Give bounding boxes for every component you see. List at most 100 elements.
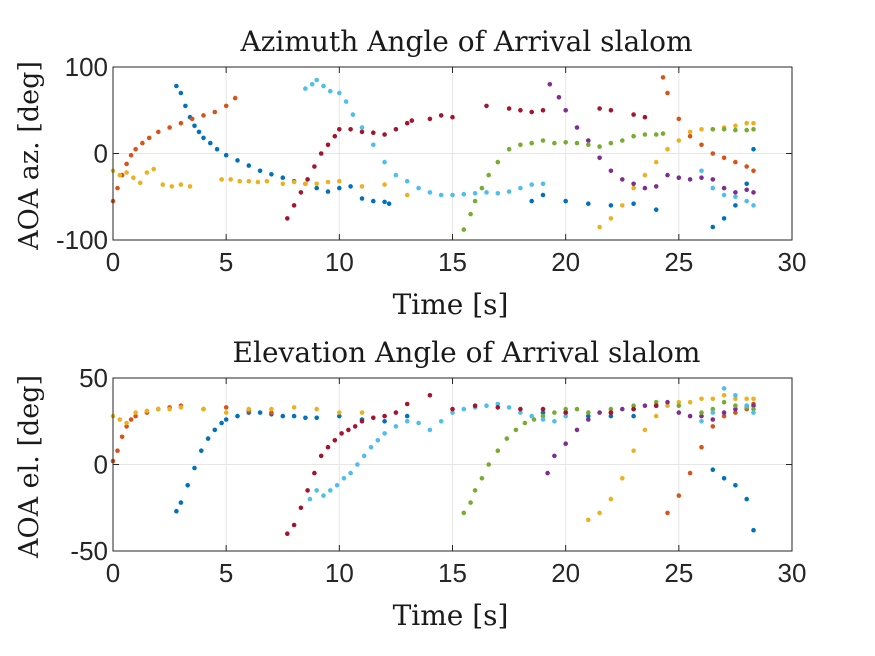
data-point <box>665 172 670 178</box>
data-point <box>208 140 213 146</box>
data-point <box>160 182 166 187</box>
series-6 <box>285 393 659 536</box>
data-point <box>479 185 485 191</box>
data-point <box>257 410 263 415</box>
data-point <box>721 192 727 198</box>
data-point <box>495 159 501 165</box>
data-point <box>586 201 591 206</box>
data-point <box>721 393 727 398</box>
data-point <box>416 420 421 426</box>
data-point <box>223 405 229 410</box>
data-point <box>285 531 290 536</box>
data-point <box>529 182 534 187</box>
data-point <box>178 405 184 410</box>
data-point <box>348 470 353 476</box>
data-point <box>721 155 727 161</box>
data-point <box>751 406 756 412</box>
data-point <box>653 132 659 137</box>
data-point <box>744 198 749 204</box>
data-point <box>205 436 211 441</box>
data-point <box>721 476 727 481</box>
data-point <box>343 99 349 104</box>
data-point <box>115 448 120 454</box>
data-point <box>187 184 193 189</box>
series-3 <box>545 399 756 476</box>
data-point <box>653 413 659 419</box>
data-point <box>117 172 123 178</box>
data-point <box>687 129 693 135</box>
data-point <box>346 427 351 433</box>
data-point <box>744 496 749 502</box>
data-point <box>710 424 716 429</box>
data-point <box>375 438 381 443</box>
data-point <box>608 203 614 208</box>
data-point <box>382 431 387 436</box>
data-point <box>201 135 206 141</box>
data-point <box>291 405 297 410</box>
data-point <box>631 403 636 409</box>
data-point <box>223 152 229 158</box>
data-point <box>721 399 727 405</box>
data-point <box>341 476 347 481</box>
data-point <box>318 453 324 459</box>
data-point <box>124 170 129 175</box>
data-point <box>438 192 444 198</box>
data-point <box>660 75 666 80</box>
data-point <box>733 190 738 195</box>
data-point <box>540 181 546 187</box>
data-point <box>151 166 156 172</box>
data-point <box>178 182 184 187</box>
data-point <box>314 415 320 421</box>
data-point <box>382 182 387 187</box>
y-tick-label: 0 <box>94 139 108 169</box>
data-point <box>228 177 233 182</box>
data-point <box>710 417 716 422</box>
data-point <box>382 199 387 205</box>
data-point <box>178 90 184 96</box>
data-point <box>371 198 376 204</box>
data-point <box>303 181 308 187</box>
data-point <box>631 112 636 117</box>
data-point <box>540 417 546 422</box>
data-point <box>312 164 317 169</box>
data-point <box>486 462 492 467</box>
series-3 <box>547 82 756 195</box>
data-point <box>574 427 580 433</box>
data-point <box>687 413 693 419</box>
data-point <box>461 510 467 516</box>
data-point <box>513 427 519 433</box>
y-tick-label: -100 <box>56 225 108 255</box>
data-point <box>631 201 636 206</box>
data-point <box>721 127 727 132</box>
x-tick-label: 5 <box>219 558 233 588</box>
data-point <box>314 181 320 187</box>
data-point <box>687 133 693 139</box>
data-point <box>665 403 670 409</box>
x-tick-label: 5 <box>219 247 233 277</box>
data-point <box>597 106 602 111</box>
data-point <box>574 140 580 146</box>
data-point <box>223 410 229 415</box>
data-point <box>325 444 331 450</box>
data-point <box>128 152 134 158</box>
data-point <box>597 155 602 161</box>
data-point <box>676 399 682 405</box>
data-point <box>642 132 648 137</box>
data-point <box>269 172 274 177</box>
data-point <box>214 146 220 152</box>
data-point <box>337 185 342 191</box>
data-point <box>212 109 218 115</box>
data-point <box>540 406 546 412</box>
data-point <box>291 203 297 208</box>
series-4 <box>461 399 756 516</box>
data-point <box>529 413 534 419</box>
data-point <box>325 179 331 185</box>
data-point <box>468 500 473 505</box>
data-point <box>676 175 682 180</box>
data-point <box>547 82 553 87</box>
data-point <box>586 138 591 143</box>
data-point <box>291 179 297 185</box>
data-point <box>733 410 738 415</box>
data-point <box>404 192 410 198</box>
